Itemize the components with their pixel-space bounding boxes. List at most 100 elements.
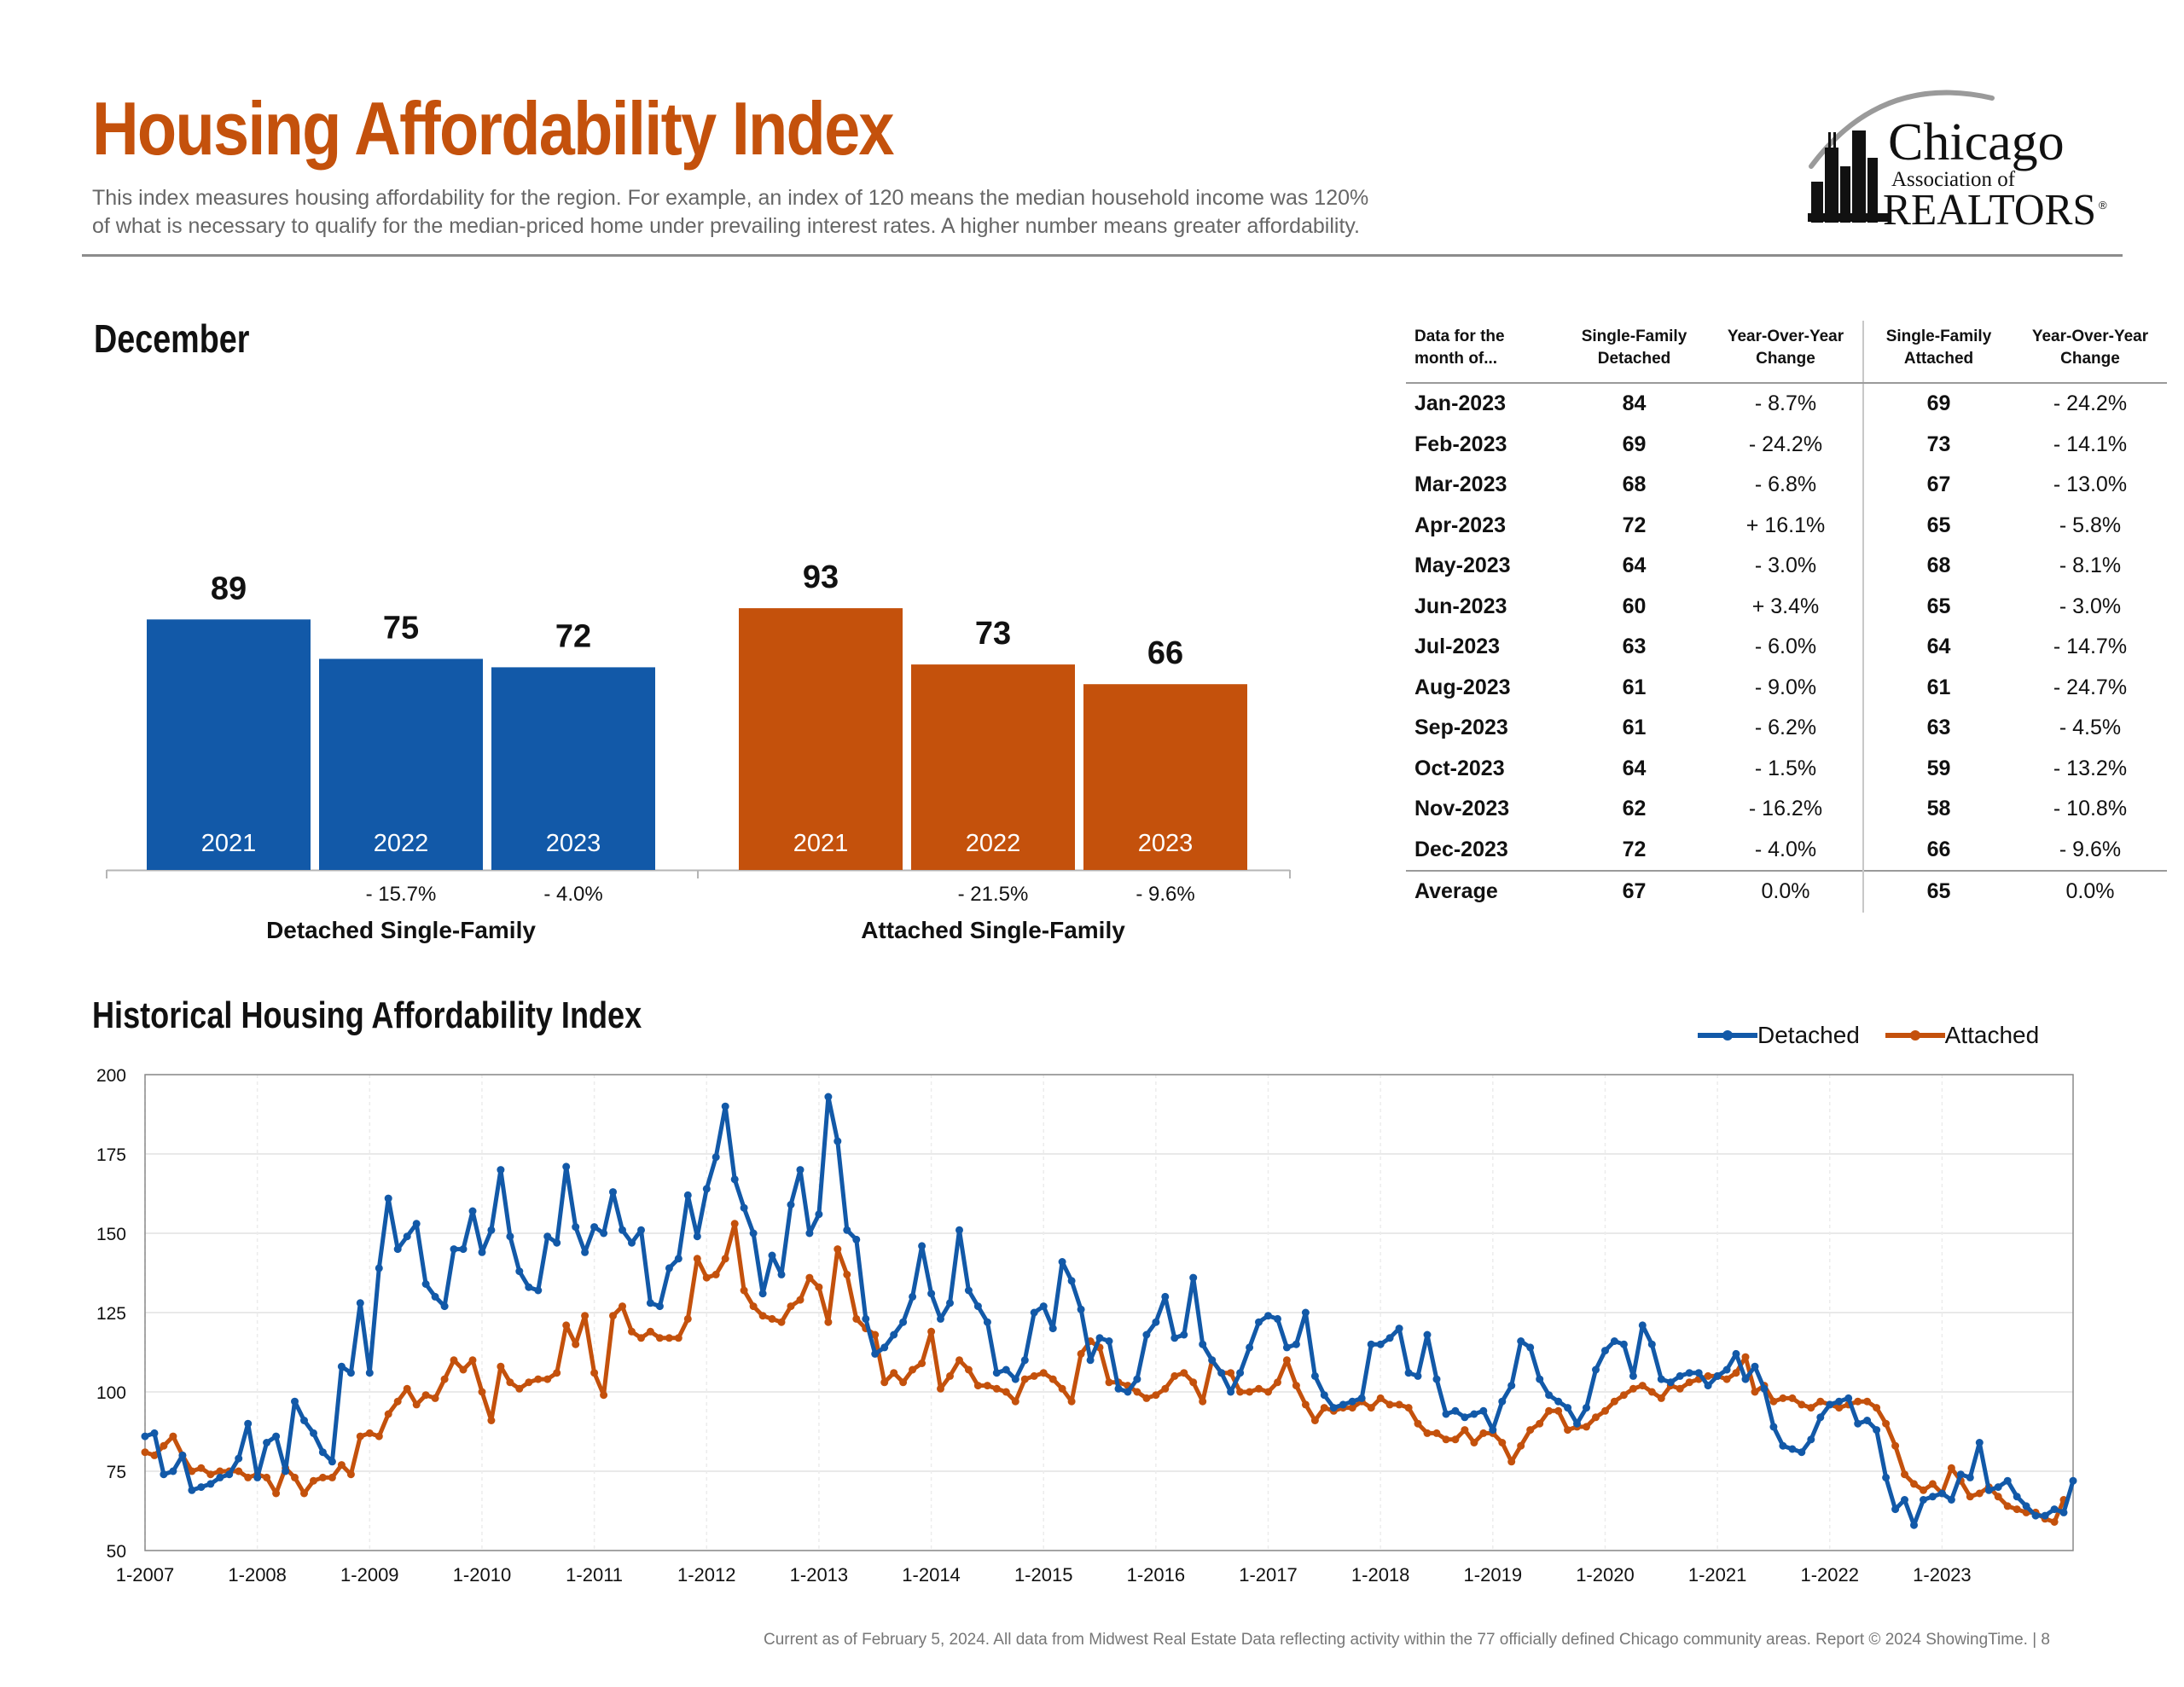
- series-point-detached: [1573, 1419, 1581, 1428]
- series-point-attached: [1583, 1423, 1590, 1431]
- series-point-detached: [1310, 1371, 1319, 1380]
- table-average-row: Average 67 0.0% 65 0.0%: [1406, 870, 2167, 913]
- series-point-attached: [843, 1270, 851, 1278]
- series-point-attached: [992, 1384, 1001, 1393]
- table-cell-att: 59: [1862, 748, 2013, 789]
- series-point-detached: [1255, 1318, 1263, 1326]
- intro-text-line-1: This index measures housing affordabilit…: [92, 186, 1369, 210]
- series-point-attached: [590, 1369, 599, 1377]
- logo-name: Chicago: [1888, 113, 2065, 171]
- table-cell-att: 63: [1862, 708, 2013, 749]
- series-point-attached: [1592, 1413, 1600, 1422]
- series-point-detached: [637, 1226, 645, 1234]
- series-point-detached: [421, 1280, 430, 1288]
- series-point-detached: [1236, 1369, 1245, 1377]
- series-point-detached: [1769, 1423, 1778, 1431]
- table-cell-det: 64: [1622, 756, 1647, 780]
- series-point-detached: [1601, 1347, 1609, 1355]
- series-point-attached: [1891, 1441, 1900, 1450]
- bar-change-label: - 15.7%: [366, 883, 437, 906]
- x-tick-label: 1-2010: [453, 1564, 512, 1586]
- series-point-attached: [553, 1369, 561, 1377]
- series-point-detached: [777, 1270, 786, 1278]
- series-point-attached: [2013, 1505, 2021, 1514]
- series-point-attached: [1647, 1388, 1656, 1396]
- series-point-attached: [973, 1382, 982, 1390]
- series-point-attached: [983, 1382, 991, 1390]
- series-point-attached: [1404, 1404, 1413, 1412]
- series-point-attached: [1320, 1404, 1328, 1412]
- table-cell-att: 65: [1862, 586, 2013, 627]
- series-point-detached: [440, 1302, 449, 1311]
- table-cell-att: 66: [1862, 829, 2013, 871]
- series-point-detached: [740, 1203, 748, 1212]
- table-cell-det-chg: - 4.0%: [1754, 837, 1817, 861]
- series-point-attached: [1536, 1419, 1544, 1428]
- series-point-attached: [1310, 1417, 1319, 1424]
- series-point-attached: [1498, 1439, 1507, 1446]
- series-point-detached: [880, 1343, 889, 1352]
- table-cell-att-chg: 0.0%: [2013, 870, 2167, 913]
- series-point-attached: [796, 1296, 804, 1304]
- series-point-attached: [244, 1473, 253, 1481]
- series-point-attached: [1470, 1439, 1478, 1446]
- series-point-detached: [1414, 1371, 1422, 1380]
- table-cell-att: 58: [1862, 789, 2013, 830]
- series-point-attached: [702, 1273, 711, 1282]
- x-tick-label: 1-2014: [902, 1564, 961, 1586]
- series-point-detached: [188, 1486, 196, 1494]
- series-point-attached: [1067, 1397, 1076, 1406]
- series-point-detached: [1741, 1375, 1750, 1383]
- table-row: May-2023 64 - 3.0% 68 - 8.1%: [1406, 546, 2167, 587]
- series-point-detached: [768, 1251, 776, 1260]
- series-point-detached: [318, 1448, 327, 1457]
- series-point-detached: [1920, 1496, 1927, 1504]
- series-point-attached: [1863, 1397, 1872, 1406]
- series-point-attached: [440, 1375, 449, 1383]
- series-point-detached: [1751, 1362, 1759, 1371]
- series-point-detached: [1264, 1312, 1272, 1320]
- bar-year-label: 2021: [201, 830, 257, 857]
- series-point-attached: [581, 1312, 590, 1320]
- series-point-attached: [1282, 1356, 1291, 1365]
- series-point-detached: [683, 1191, 692, 1199]
- series-point-attached: [1292, 1382, 1300, 1390]
- series-point-attached: [693, 1255, 701, 1263]
- series-point-attached: [1657, 1394, 1665, 1402]
- table-cell-month: Feb-2023: [1414, 432, 1507, 456]
- series-point-detached: [871, 1349, 880, 1358]
- series-point-attached: [1873, 1404, 1881, 1412]
- series-point-detached: [730, 1175, 739, 1184]
- series-point-attached: [909, 1365, 917, 1374]
- table-cell-att-chg: - 5.8%: [2059, 513, 2122, 537]
- series-point-attached: [1367, 1404, 1375, 1412]
- series-point-attached: [890, 1369, 898, 1377]
- series-point-detached: [1657, 1375, 1665, 1383]
- series-point-attached: [1835, 1404, 1844, 1412]
- bar-change-label: - 4.0%: [543, 883, 602, 906]
- series-point-detached: [1947, 1496, 1955, 1504]
- series-point-detached: [478, 1248, 486, 1256]
- table-row: Apr-2023 72 + 16.1% 65 - 5.8%: [1406, 505, 2167, 546]
- series-point-detached: [375, 1264, 383, 1272]
- table-header-row: Data for the month of... Single-Family D…: [1406, 321, 2167, 384]
- series-point-attached: [619, 1302, 626, 1311]
- series-point-detached: [909, 1292, 917, 1301]
- series-point-attached: [468, 1356, 477, 1365]
- table-row: Jan-2023 84 - 8.7% 69 - 24.2%: [1406, 383, 2167, 425]
- series-point-detached: [721, 1102, 729, 1110]
- series-point-detached: [1722, 1365, 1731, 1374]
- series-point-detached: [1966, 1473, 1974, 1481]
- table-row: Mar-2023 68 - 6.8% 67 - 13.0%: [1406, 465, 2167, 506]
- bar-year-label: 2023: [546, 830, 601, 857]
- series-point-attached: [534, 1375, 543, 1383]
- bar-year-label: 2022: [966, 830, 1021, 857]
- series-point-attached: [1227, 1369, 1235, 1377]
- line-legend: Detached Attached: [1698, 1017, 2058, 1049]
- series-point-attached: [1704, 1371, 1712, 1380]
- column-header-attached: Single-Family Attached: [1862, 321, 2013, 384]
- series-point-attached: [235, 1467, 243, 1475]
- legend-swatch-attached: [1885, 1030, 1945, 1041]
- table-cell-att-chg: - 9.6%: [2059, 837, 2122, 861]
- series-point-attached: [1432, 1429, 1441, 1437]
